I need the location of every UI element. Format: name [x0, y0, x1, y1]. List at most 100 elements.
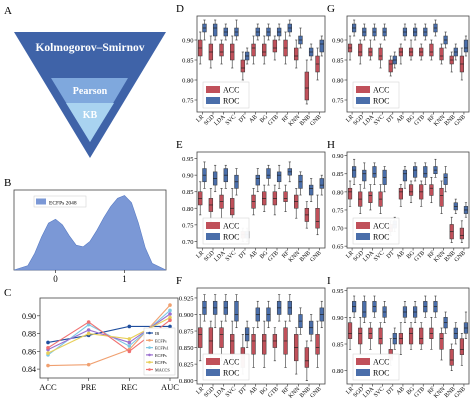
series-point [168, 315, 172, 320]
series-point [46, 345, 50, 350]
x-tick-label: LR [196, 250, 206, 260]
y-tick-label: 0.90 [182, 38, 193, 45]
panel-letter-i: I [327, 275, 331, 287]
legend-swatch-roc [356, 97, 370, 104]
x-tick-label: DT [238, 386, 248, 396]
legend-swatch-roc [206, 97, 220, 104]
x-tick-label: RF [427, 386, 437, 396]
y-tick-label: 0.86 [22, 347, 36, 356]
legend-marker [148, 360, 151, 364]
series-point [86, 322, 91, 327]
x-tick-label: AB [396, 386, 406, 396]
acc-box [251, 334, 256, 355]
x-tick-label: DT [386, 250, 396, 260]
x-tick-label: GTB [267, 386, 280, 399]
acc-box [459, 227, 464, 240]
series-point [127, 337, 132, 341]
x-tick-label: AB [396, 250, 406, 260]
legend-label-acc: ACC [373, 222, 389, 231]
x-tick-label: GTB [267, 250, 280, 263]
acc-box [439, 47, 444, 61]
series-line [47, 304, 171, 367]
y-tick-label: 0.90 [332, 38, 343, 45]
y-tick-label: 0.925 [179, 295, 194, 302]
acc-box [294, 47, 299, 61]
series-point [46, 363, 50, 368]
acc-box [459, 338, 464, 355]
y-tick-label: 0.90 [332, 315, 343, 322]
roc-box [234, 300, 239, 322]
x-tick-label: 1 [122, 274, 127, 284]
legend-label-acc: ACC [373, 358, 389, 367]
legend-marker [148, 353, 151, 357]
legend-swatch-roc [206, 233, 220, 240]
x-tick-label: LR [345, 250, 355, 260]
acc-box [198, 327, 203, 348]
panel-letter-g: G [327, 3, 335, 15]
acc-box [262, 334, 267, 355]
legend-label-acc: ACC [223, 222, 239, 231]
legend-label-roc: ROC [373, 97, 389, 106]
legend-swatch-acc [356, 86, 370, 93]
chart-c-line: 0.84 0.86 0.88 0.90 ACC PRE REC AUC IB ECFPs ECFPs… [22, 297, 179, 392]
y-tick-label: 0.75 [332, 207, 343, 214]
series-point [86, 328, 91, 332]
roc-box [372, 166, 377, 178]
y-tick-label: 0.84 [22, 365, 36, 374]
x-tick-label: PRE [81, 382, 97, 392]
acc-box [219, 43, 224, 57]
x-tick-label: BG [259, 114, 270, 125]
x-tick-label: GTB [267, 114, 280, 127]
y-tick-label: 0.80 [182, 78, 193, 85]
acc-box [419, 327, 424, 345]
y-tick-label: 0.85 [332, 58, 343, 65]
x-tick-label: AB [248, 114, 258, 124]
x-tick-label: LDA [214, 386, 227, 399]
y-tick-label: 0.90 [332, 153, 343, 160]
x-tick-label: LDA [214, 114, 227, 127]
legend-swatch-acc [356, 358, 370, 365]
roc-box [423, 166, 428, 178]
x-tick-label: LR [345, 114, 355, 124]
acc-box [230, 334, 235, 355]
series-point [168, 324, 172, 329]
series-point [168, 308, 172, 313]
x-tick-label: BG [259, 386, 270, 397]
acc-box [219, 327, 224, 348]
y-tick-label: 0.850 [179, 345, 194, 352]
x-tick-label: DT [386, 114, 396, 124]
legend-label-acc: ACC [223, 358, 239, 367]
roc-box [402, 169, 408, 182]
x-tick-label: AB [248, 250, 258, 260]
acc-box [408, 327, 414, 345]
x-tick-label: KNN [288, 386, 302, 400]
x-tick-label: GTB [413, 386, 426, 399]
legend-box [143, 327, 176, 376]
y-tick-label: 0.80 [182, 206, 193, 213]
y-tick-label: 0.875 [179, 329, 194, 336]
density-area [13, 195, 167, 271]
x-tick-label: GNB [454, 386, 467, 399]
y-tick-label: 0.95 [332, 288, 343, 295]
roc-box [276, 171, 282, 183]
pyramid-level-inner [66, 103, 114, 142]
x-tick-label: GNB [309, 386, 322, 399]
x-tick-label: AB [396, 114, 406, 124]
x-tick-label: KNN [288, 114, 302, 128]
x-tick-label: LDA [214, 250, 227, 263]
y-tick-label: 0.95 [182, 156, 193, 163]
x-tick-label: ACC [39, 382, 57, 392]
y-tick-label: 0.900 [179, 312, 194, 319]
y-tick-label: 0.85 [182, 189, 193, 196]
series-point [46, 351, 50, 355]
chart-frame [196, 287, 326, 385]
acc-box [429, 43, 434, 57]
acc-box [398, 187, 403, 200]
acc-box [368, 191, 373, 203]
series-point [86, 362, 91, 367]
acc-box [378, 327, 383, 345]
x-tick-label: RF [281, 386, 291, 396]
